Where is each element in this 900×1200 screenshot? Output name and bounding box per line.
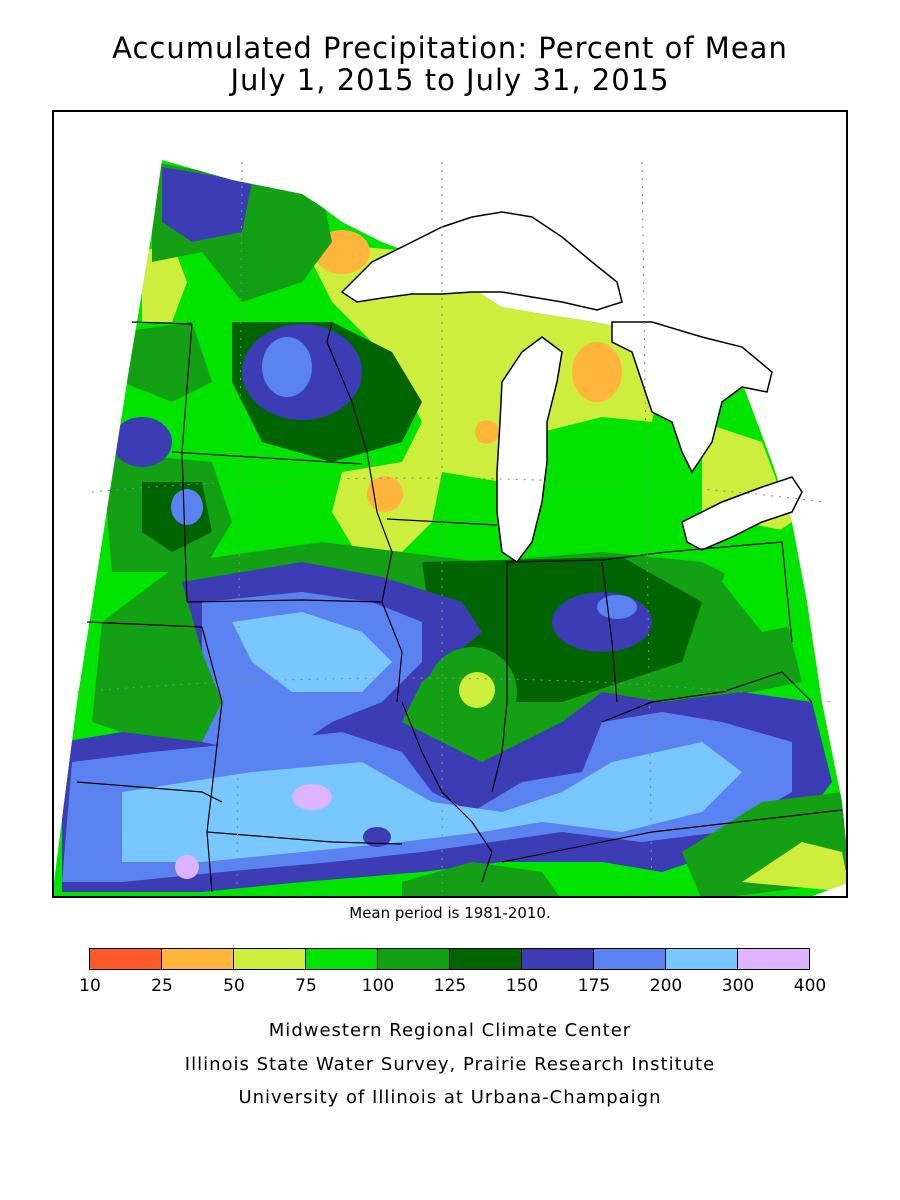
legend-tick-label: 200 [649, 976, 683, 996]
legend-swatch [377, 948, 450, 970]
legend-tick-label: 300 [721, 976, 755, 996]
legend-tick-label: 125 [433, 976, 467, 996]
legend-swatch [161, 948, 234, 970]
precipitation-map [52, 110, 848, 898]
legend-swatch [665, 948, 738, 970]
legend-swatch [521, 948, 594, 970]
map-title: Accumulated Precipitation: Percent of Me… [112, 31, 788, 65]
mean-period-note: Mean period is 1981-2010. [349, 904, 551, 922]
legend-swatch [305, 948, 378, 970]
legend-tick-label: 75 [295, 976, 317, 996]
legend-swatch [593, 948, 666, 970]
legend-tick-label: 175 [577, 976, 611, 996]
map-graphic [54, 160, 846, 896]
great-lakes [340, 211, 803, 564]
credit-line-2: Illinois State Water Survey, Prairie Res… [184, 1054, 716, 1075]
legend-tick-label: 10 [79, 976, 101, 996]
legend-swatch [737, 948, 810, 970]
credit-line-3: University of Illinois at Urbana-Champai… [238, 1087, 662, 1108]
legend-tick-label: 50 [223, 976, 245, 996]
credit-line-1: Midwestern Regional Climate Center [268, 1020, 632, 1041]
legend-swatch [449, 948, 522, 970]
graticule [76, 161, 833, 896]
legend-tick-label: 100 [361, 976, 395, 996]
state-borders [76, 321, 843, 893]
legend-tick-label: 400 [793, 976, 827, 996]
map-date-range: July 1, 2015 to July 31, 2015 [230, 63, 670, 97]
legend-tick-label: 150 [505, 976, 539, 996]
color-legend [89, 948, 810, 970]
legend-swatch [233, 948, 306, 970]
legend-swatch [89, 948, 162, 970]
legend-tick-label: 25 [151, 976, 173, 996]
